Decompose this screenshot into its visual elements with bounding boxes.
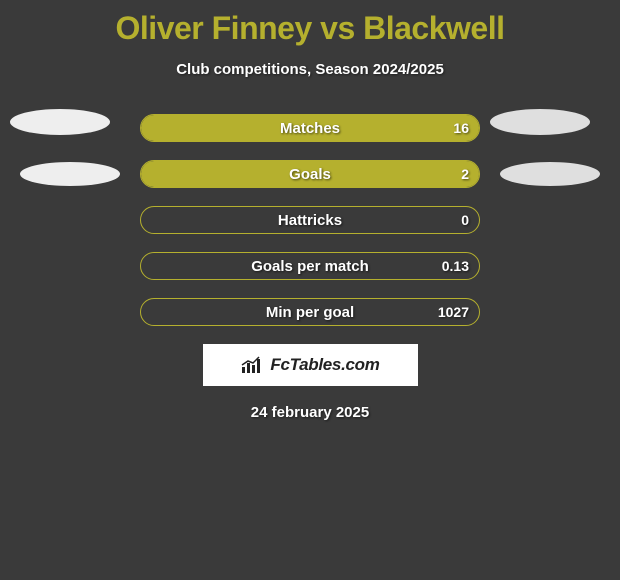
stat-bars: Matches 16 Goals 2 Hattricks 0 Goals per… [140,114,480,326]
stat-value: 1027 [438,299,469,325]
stat-row: Matches 16 [140,114,480,142]
stat-label: Goals per match [141,253,479,279]
page-title: Oliver Finney vs Blackwell [0,0,620,47]
stat-row: Min per goal 1027 [140,298,480,326]
stat-value: 0 [461,207,469,233]
brand-text: FcTables.com [270,355,379,375]
player-right-avatar-top [490,109,590,135]
stat-row: Goals per match 0.13 [140,252,480,280]
brand-logo: FcTables.com [203,344,418,386]
stat-row: Goals 2 [140,160,480,188]
stat-value: 0.13 [442,253,469,279]
stat-label: Hattricks [141,207,479,233]
stat-label: Min per goal [141,299,479,325]
stat-value: 16 [453,115,469,141]
player-left-avatar-bottom [20,162,120,186]
stat-label: Goals [141,161,479,187]
date-stamp: 24 february 2025 [0,404,620,421]
stat-row: Hattricks 0 [140,206,480,234]
player-right-avatar-bottom [500,162,600,186]
player-left-avatar-top [10,109,110,135]
stats-region: Matches 16 Goals 2 Hattricks 0 Goals per… [0,114,620,326]
stat-value: 2 [461,161,469,187]
brand-chart-icon [240,355,266,375]
subtitle: Club competitions, Season 2024/2025 [0,61,620,78]
stat-label: Matches [141,115,479,141]
